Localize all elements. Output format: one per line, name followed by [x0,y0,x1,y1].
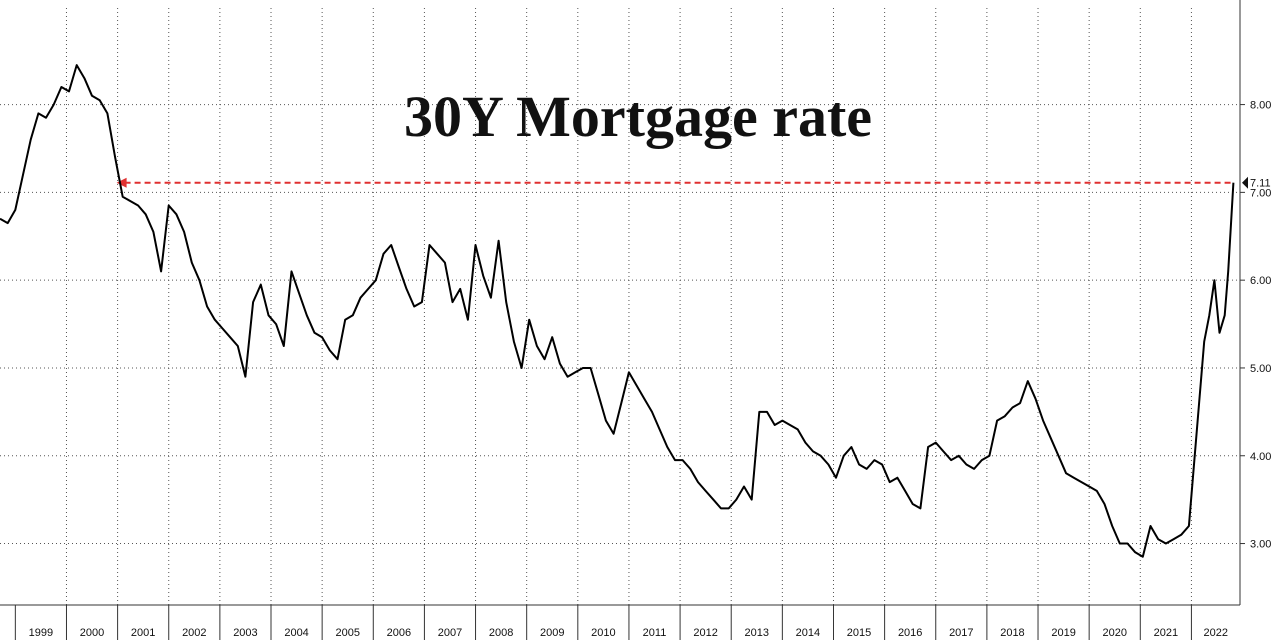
reference-arrow-head [116,177,127,188]
y-tick-label: 4.00 [1250,451,1271,463]
series-line-30y-mortgage-rate [0,64,1235,558]
x-tick-label: 2001 [131,627,155,639]
x-tick-label: 2003 [233,627,257,639]
x-tick-label: 2009 [540,627,564,639]
x-tick-label: 2011 [643,627,667,639]
y-tick-label: 8.00 [1250,100,1271,112]
x-tick-label: 2010 [591,627,615,639]
x-tick-label: 2017 [949,627,973,639]
x-tick-label: 2007 [438,627,462,639]
chart-title: 30Y Mortgage rate [404,84,872,149]
x-tick-label: 1999 [29,627,53,639]
grid-lines [0,8,1240,605]
y-tick-labels: 3.00 4.00 5.00 6.00 7.00 8.00 [1250,100,1271,551]
x-tick-label: 2008 [489,627,513,639]
x-tick-label: 2006 [387,627,411,639]
y-tick-label: 5.00 [1250,363,1271,375]
x-tick-label: 2014 [796,627,820,639]
y-tick-label: 3.00 [1250,539,1271,551]
y-tick-label: 7.00 [1250,187,1271,199]
last-value-marker [1242,176,1248,189]
axes [0,0,1245,640]
x-tick-label: 2012 [693,627,717,639]
x-tick-label: 2019 [1051,627,1075,639]
x-tick-label: 2020 [1102,627,1126,639]
x-tick-label: 2013 [745,627,769,639]
x-tick-label: 2002 [182,627,206,639]
x-tick-label: 2005 [335,627,359,639]
y-tick-label: 6.00 [1250,275,1271,287]
x-tick-label: 2022 [1203,627,1227,639]
x-tick-label: 2021 [1154,627,1178,639]
x-tick-labels: 1999 2000 2001 2002 2003 2004 2005 2006 2007 2008… [29,627,1228,639]
last-value-label: 7.11 [1250,178,1271,190]
x-tick-label: 2016 [898,627,922,639]
x-tick-label: 2018 [1000,627,1024,639]
x-tick-label: 2000 [80,627,104,639]
x-tick-label: 2004 [284,627,308,639]
x-tick-label: 2015 [847,627,871,639]
